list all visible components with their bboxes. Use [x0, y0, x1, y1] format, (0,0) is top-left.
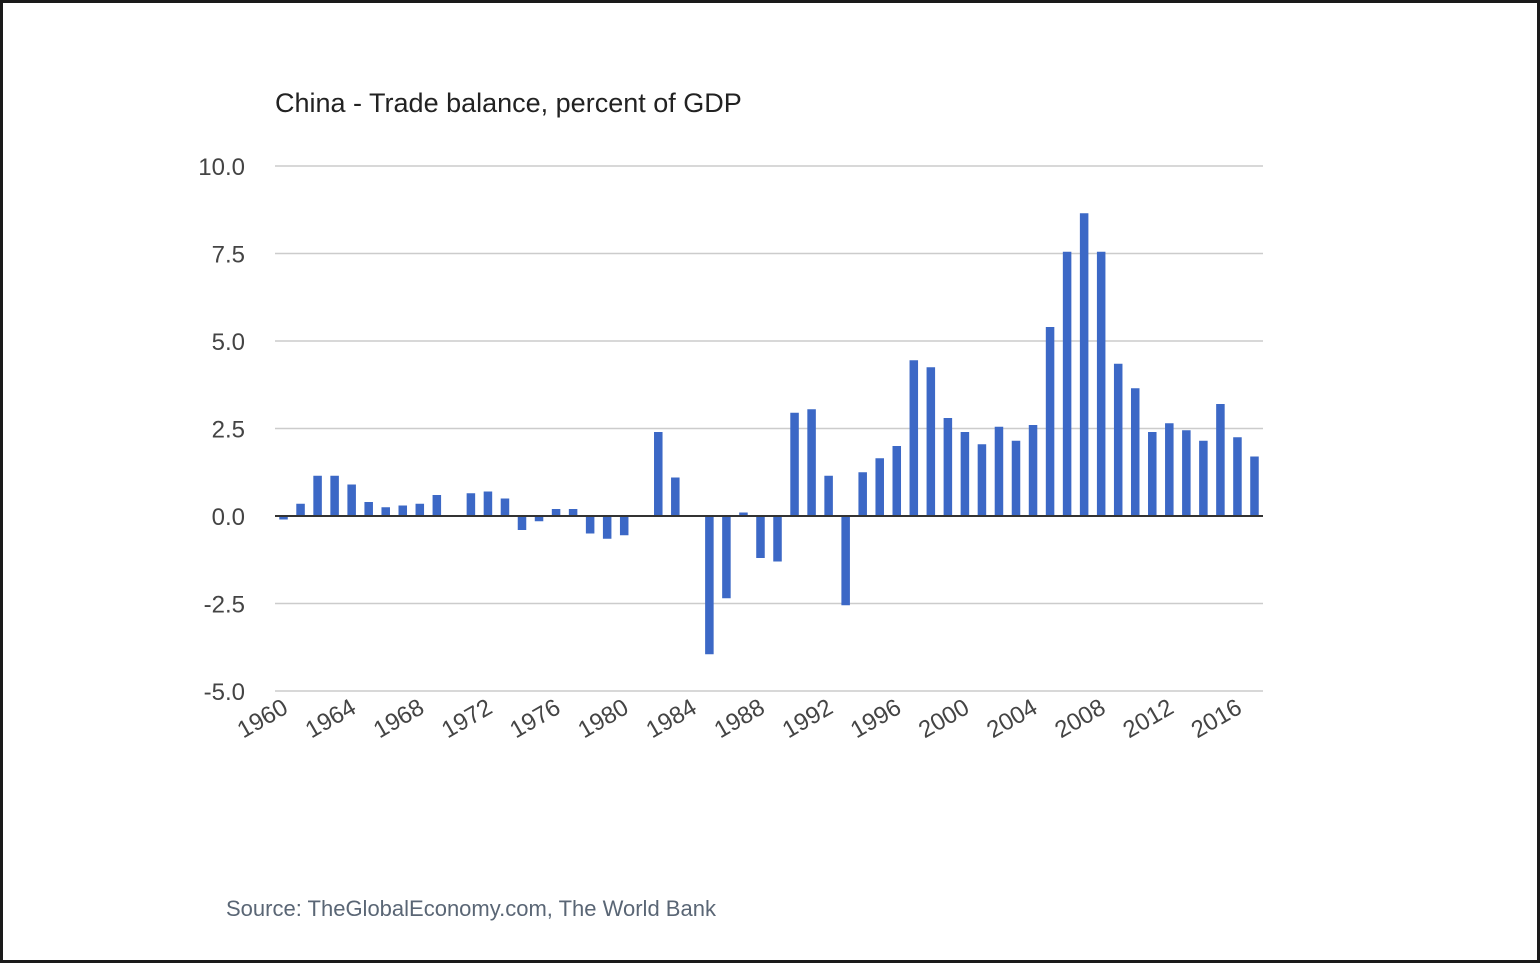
y-tick-label: 0.0: [212, 504, 245, 531]
bar-1983: [671, 477, 680, 516]
bar-2007: [1079, 213, 1089, 516]
bar-1990: [790, 412, 799, 516]
bar-1994: [858, 472, 867, 516]
x-axis-labels: 1960 1964 1968 1972 1976 1980 1984 1988 1992 1996…: [233, 694, 1247, 744]
x-tick-label: 2004: [982, 694, 1042, 744]
x-tick-label: 1976: [505, 694, 565, 744]
bar-1972: [483, 491, 493, 516]
bar-1971: [466, 493, 476, 516]
x-tick-label: 2000: [914, 694, 974, 744]
bar-2002: [994, 426, 1004, 516]
y-tick-label: -2.5: [204, 592, 245, 619]
x-tick-label: 1964: [301, 694, 361, 744]
bar-1966: [381, 507, 390, 516]
bar-2006: [1062, 251, 1072, 516]
bar-2008: [1096, 251, 1106, 516]
bar-1979: [602, 516, 612, 539]
bar-2009: [1113, 363, 1123, 516]
bar-1999: [943, 418, 953, 516]
bar-2004: [1028, 425, 1038, 516]
y-tick-label: -5.0: [204, 679, 245, 706]
bar-1965: [364, 502, 373, 516]
x-tick-label: 1992: [778, 694, 838, 744]
bar-2017: [1250, 456, 1259, 516]
y-tick-label: 10.0: [198, 154, 245, 181]
chart-title: China - Trade balance, percent of GDP: [275, 88, 742, 118]
x-tick-label: 1984: [642, 694, 702, 744]
bar-2012: [1165, 423, 1174, 516]
bar-1986: [722, 516, 731, 599]
x-tick-label: 1972: [437, 694, 497, 744]
bar-1964: [347, 484, 356, 516]
bar-1989: [773, 516, 782, 562]
bar-1992: [824, 475, 833, 516]
bar-1996: [892, 446, 902, 516]
x-tick-label: 1988: [710, 694, 770, 744]
bars: [279, 213, 1259, 655]
bar-1993: [841, 516, 850, 606]
bar-1980: [619, 516, 629, 536]
bar-2013: [1182, 430, 1191, 516]
y-tick-label: 7.5: [212, 242, 245, 269]
bar-1982: [654, 432, 663, 516]
bar-2000: [960, 432, 970, 516]
bar-1973: [500, 498, 510, 516]
bar-1975: [534, 516, 544, 522]
bar-1961: [296, 503, 305, 516]
x-tick-label: 2012: [1119, 694, 1179, 744]
y-tick-label: 2.5: [212, 417, 245, 444]
bar-2010: [1130, 388, 1140, 516]
x-tick-label: 1968: [369, 694, 429, 744]
bar-1988: [756, 516, 765, 558]
x-tick-label: 2008: [1050, 694, 1110, 744]
bar-2003: [1011, 440, 1021, 516]
x-tick-label: 1980: [573, 694, 633, 744]
bar-1963: [330, 475, 339, 516]
bar-1977: [568, 509, 578, 516]
bar-1985: [705, 516, 714, 655]
bar-1960: [279, 516, 288, 520]
bar-2005: [1045, 327, 1055, 516]
bar-1969: [432, 495, 442, 516]
bar-2015: [1216, 404, 1225, 516]
y-tick-label: 5.0: [212, 329, 245, 356]
y-axis-labels: 10.0 7.5 5.0 2.5 0.0 -2.5 -5.0: [198, 154, 245, 706]
bar-1997: [909, 360, 919, 516]
bar-2011: [1148, 432, 1157, 516]
source-note: Source: TheGlobalEconomy.com, The World …: [226, 896, 716, 921]
bar-1978: [585, 516, 595, 534]
bar-1968: [415, 503, 425, 516]
x-tick-label: 1996: [846, 694, 906, 744]
bar-2016: [1233, 437, 1242, 516]
bar-2001: [977, 444, 987, 516]
x-tick-label: 2016: [1187, 694, 1247, 744]
bar-1991: [807, 409, 816, 516]
bar-1995: [875, 458, 884, 516]
bar-1976: [551, 509, 561, 516]
bar-1967: [398, 505, 408, 516]
bar-1998: [926, 367, 936, 516]
bar-1974: [517, 516, 527, 530]
bar-1962: [313, 475, 322, 516]
bar-2014: [1199, 440, 1208, 516]
bar-1987: [739, 512, 748, 516]
